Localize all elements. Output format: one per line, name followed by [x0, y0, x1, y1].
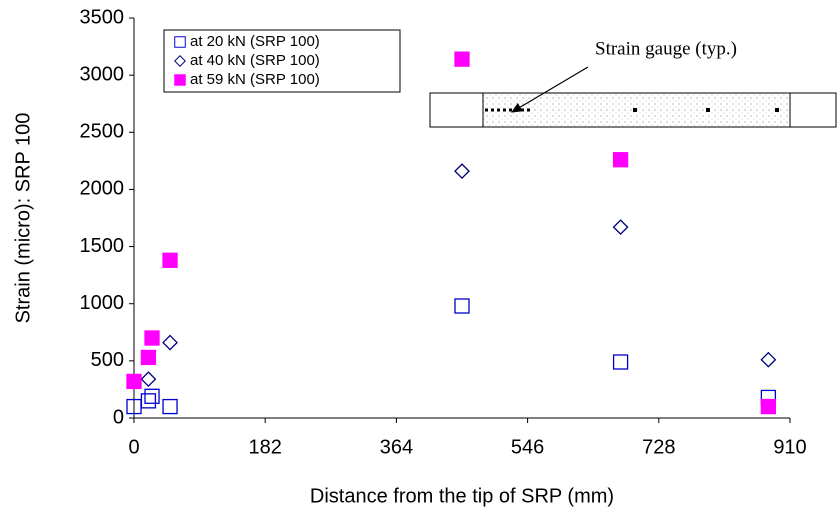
point	[612, 219, 629, 236]
y-tick-label: 3000	[80, 63, 125, 85]
y-tick-label: 3500	[80, 6, 125, 28]
legend-marker	[174, 36, 186, 48]
y-tick-label: 1500	[80, 235, 125, 257]
point	[144, 330, 160, 346]
legend-label: at 40 kN (SRP 100)	[190, 52, 320, 69]
legend-box	[163, 29, 401, 93]
point	[162, 252, 178, 268]
x-tick-label: 364	[380, 436, 413, 458]
point	[140, 371, 157, 388]
point	[140, 393, 157, 409]
x-axis-title: Distance from the tip of SRP (mm)	[310, 485, 614, 507]
point	[612, 152, 629, 168]
annotation: Strain gauge (typ.)	[595, 38, 737, 59]
point	[612, 354, 629, 370]
x-tick-label: 182	[249, 436, 282, 458]
y-tick-label: 2000	[80, 178, 125, 200]
y-axis-title: Strain (micro): SRP 100	[12, 113, 34, 324]
point	[454, 51, 470, 67]
point	[760, 351, 777, 368]
point	[760, 398, 777, 415]
point	[140, 349, 157, 366]
legend-label: at 59 kN (SRP 100)	[190, 71, 320, 88]
point	[162, 398, 178, 415]
x-tick-label: 728	[642, 436, 675, 458]
point	[454, 298, 470, 314]
legend-marker	[174, 55, 186, 67]
gauge-diagram	[429, 66, 837, 128]
y-tick-label: 0	[113, 406, 124, 428]
x-tick-label: 0	[128, 436, 139, 458]
point	[162, 334, 178, 351]
legend-marker	[174, 74, 186, 86]
x-tick-label: 910	[773, 436, 806, 458]
point	[144, 388, 160, 404]
y-tick-label: 500	[91, 349, 124, 371]
legend-label: at 20 kN (SRP 100)	[190, 33, 320, 50]
point	[126, 373, 142, 390]
x-tick-label: 546	[511, 436, 544, 458]
y-tick-label: 1000	[80, 292, 125, 314]
y-tick-label: 2500	[80, 121, 125, 143]
point	[454, 163, 470, 180]
